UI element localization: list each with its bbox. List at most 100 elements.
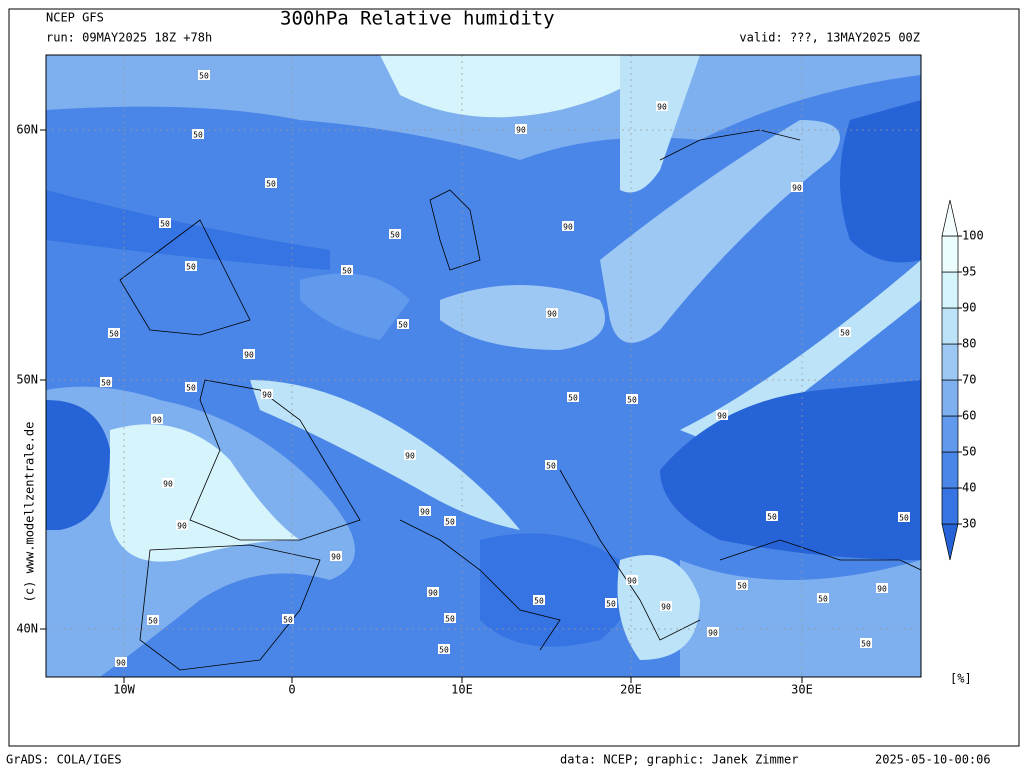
contour-label-box [898, 512, 910, 522]
contour-label-box [766, 511, 778, 521]
title: 300hPa Relative humidity [280, 8, 555, 30]
contour-label: 50 [818, 595, 828, 604]
contour-label: 50 [568, 394, 578, 403]
colorbar-label: 90 [962, 301, 976, 315]
contour-label-box [546, 308, 558, 318]
contour-label-box [397, 319, 409, 329]
contour-label-box [282, 614, 294, 624]
contour-label: 90 [177, 522, 187, 531]
colorbar-segment [941, 379, 959, 417]
contour-label: 50 [266, 180, 276, 189]
contour-label: 50 [546, 462, 556, 471]
contour-label-box [444, 516, 456, 526]
contour-label: 90 [262, 391, 272, 400]
software: GrADS: COLA/IGES [6, 753, 122, 767]
colorbar-low-triangle [941, 523, 959, 561]
colorbar-label: 50 [962, 445, 976, 459]
contour-label: 50 [398, 321, 408, 330]
unit: [%] [950, 672, 972, 686]
contour-label-box [427, 587, 439, 597]
contour-label-box [626, 394, 638, 404]
contour-label-box [115, 657, 127, 667]
contour-label: 90 [547, 310, 557, 319]
contour-label-box [736, 580, 748, 590]
contour-label: 50 [193, 131, 203, 140]
contour-label-box [533, 595, 545, 605]
colorbar-segment [941, 343, 959, 381]
contour-label: 90 [405, 452, 415, 461]
contour-label-box [817, 593, 829, 603]
contour-label-box [192, 129, 204, 139]
contour-label: 90 [708, 629, 718, 638]
contour-label-box [716, 410, 728, 420]
contour-label-box [707, 627, 719, 637]
colorbar-label: 60 [962, 409, 976, 423]
contour-label-box [660, 601, 672, 611]
contour-label-box [185, 261, 197, 271]
colorbar-label: 70 [962, 373, 976, 387]
contour-label: 50 [439, 646, 449, 655]
contour-label: 50 [186, 384, 196, 393]
contour-label-box [159, 218, 171, 228]
colorbar-segment [941, 451, 959, 489]
colorbar-high-triangle [941, 199, 959, 237]
coastlines [119, 129, 921, 671]
contour-label-box [605, 598, 617, 608]
colorbar-label: 100 [962, 229, 984, 243]
contour-label-box [108, 328, 120, 338]
contour-label: 50 [899, 514, 909, 523]
contour-label: 50 [767, 513, 777, 522]
contour-label-box [404, 450, 416, 460]
contour-label: 90 [116, 659, 126, 668]
contour-label: 50 [627, 396, 637, 405]
contour-label-box [185, 382, 197, 392]
watermark: (c) www.modellzentrale.de [23, 422, 37, 603]
contour-label: 50 [390, 231, 400, 240]
contour-label: 90 [563, 223, 573, 232]
contour-label: 90 [516, 126, 526, 135]
colorbar-segment [941, 235, 959, 273]
contour-label-box [515, 124, 527, 134]
model: NCEP GFS [46, 11, 104, 25]
contour-label-box [147, 615, 159, 625]
contour-label: 50 [199, 72, 209, 81]
contour-label-box [545, 460, 557, 470]
contour-label: 90 [627, 577, 637, 586]
contour-label-box [562, 221, 574, 231]
colorbar-label: 40 [962, 481, 976, 495]
contour-label: 50 [101, 379, 111, 388]
valid: valid: ???, 13MAY2025 00Z [739, 31, 920, 45]
contour-label-box [839, 327, 851, 337]
contour-label: 90 [152, 416, 162, 425]
contour-label: 50 [109, 330, 119, 339]
contour-label-box [243, 349, 255, 359]
contour-label: 50 [148, 617, 158, 626]
contour-label-box [198, 70, 210, 80]
humidity-field [46, 55, 921, 677]
contour-label: 90 [244, 351, 254, 360]
colorbar-segment [941, 271, 959, 309]
lat-label: 40N [16, 622, 38, 636]
contour-label-box [444, 613, 456, 623]
contour-label: 50 [861, 640, 871, 649]
contour-label-box [341, 265, 353, 275]
contour-label: 90 [163, 480, 173, 489]
contour-label-box [162, 478, 174, 488]
colorbar: 30 40 50 60 70 80 90 95 100 [941, 199, 984, 561]
lon-label: 10E [451, 683, 473, 697]
run: run: 09MAY2025 18Z +78h [46, 31, 212, 45]
lon-label: 30E [791, 683, 813, 697]
contour-label-box [265, 178, 277, 188]
contour-label-box [330, 551, 342, 561]
contour-label: 90 [657, 103, 667, 112]
contour-label: 90 [428, 589, 438, 598]
contour-label: 50 [534, 597, 544, 606]
credit: data: NCEP; graphic: Janek Zimmer [560, 753, 798, 767]
contour-label: 90 [717, 412, 727, 421]
contour-label-box [656, 101, 668, 111]
contour-label: 50 [186, 263, 196, 272]
contour-label: 50 [160, 220, 170, 229]
colorbar-segment [941, 415, 959, 453]
contour-label-box [438, 644, 450, 654]
contour-label-box [860, 638, 872, 648]
